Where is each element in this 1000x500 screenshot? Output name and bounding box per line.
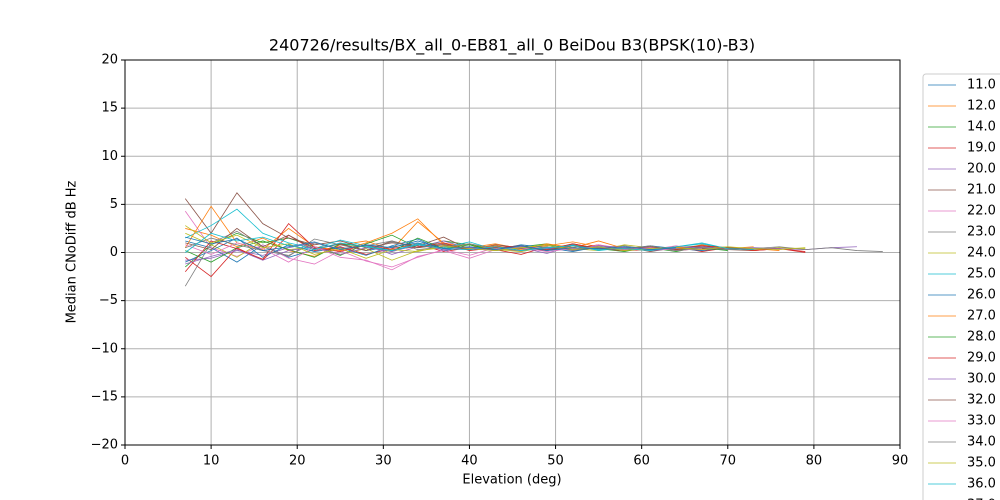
series-line xyxy=(185,236,677,251)
chart-title: 240726/results/BX_all_0-EB81_all_0 BeiDo… xyxy=(269,36,755,56)
y-tick-label: −15 xyxy=(91,389,118,404)
legend-label: 25.0 xyxy=(967,267,996,282)
y-tick-label: 10 xyxy=(101,149,118,164)
series-line xyxy=(184,205,780,251)
y-axis-label: Median CNoDiff dB Hz xyxy=(65,180,80,323)
x-axis-label: Elevation (deg) xyxy=(462,473,561,488)
legend-label: 11.0 xyxy=(967,78,996,93)
legend-box xyxy=(922,73,1000,500)
legend-label: 12.0 xyxy=(967,99,996,114)
x-tick-label: 90 xyxy=(892,454,909,469)
legend-label: 14.0 xyxy=(967,120,996,135)
y-tick-label: −20 xyxy=(91,438,118,453)
legend-label: 33.0 xyxy=(967,414,996,429)
x-tick-label: 70 xyxy=(720,454,737,469)
x-tick-label: 50 xyxy=(547,454,564,469)
plot-frame xyxy=(124,59,901,446)
legend-label: 24.0 xyxy=(967,246,996,261)
x-tick-label: 10 xyxy=(203,454,220,469)
y-tick-label: 5 xyxy=(110,197,118,212)
x-tick-label: 0 xyxy=(121,454,129,469)
series-line xyxy=(185,225,806,259)
legend-label: 27.0 xyxy=(967,309,996,324)
legend-label: 21.0 xyxy=(967,183,996,198)
y-tick-label: 15 xyxy=(101,101,118,116)
y-tick-label: −5 xyxy=(99,293,118,308)
legend-label: 30.0 xyxy=(967,372,996,387)
legend-label: 19.0 xyxy=(967,141,996,156)
x-tick-label: 30 xyxy=(375,454,392,469)
series-line xyxy=(184,223,806,273)
x-tick-label: 40 xyxy=(461,454,478,469)
x-tick-label: 20 xyxy=(289,454,306,469)
legend-label: 23.0 xyxy=(967,225,996,240)
legend-label: 20.0 xyxy=(967,162,996,177)
y-tick-label: 20 xyxy=(101,53,118,68)
y-tick-label: 0 xyxy=(110,245,118,260)
x-tick-label: 60 xyxy=(633,454,650,469)
legend-label: 34.0 xyxy=(967,435,996,450)
legend-label: 36.0 xyxy=(967,477,996,492)
y-tick-label: −10 xyxy=(91,341,118,356)
legend-label: 28.0 xyxy=(967,330,996,345)
x-tick-label: 80 xyxy=(806,454,823,469)
legend-label: 29.0 xyxy=(967,351,996,366)
legend-label: 22.0 xyxy=(967,204,996,219)
legend-label: 26.0 xyxy=(967,288,996,303)
legend-label: 37.0 xyxy=(967,498,996,500)
legend-label: 35.0 xyxy=(967,456,996,471)
legend-label: 32.0 xyxy=(967,393,996,408)
